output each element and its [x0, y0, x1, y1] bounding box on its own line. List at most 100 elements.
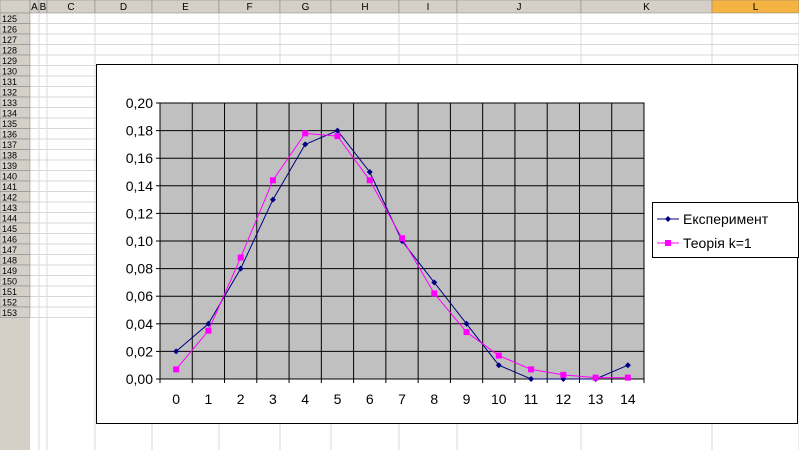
plot-border	[159, 102, 645, 380]
row-header-label: 151	[2, 287, 17, 297]
data-point-theory	[463, 329, 470, 336]
column-header-label: K	[643, 2, 650, 13]
data-point-experiment	[269, 196, 276, 203]
x-tick-label: 2	[237, 391, 245, 407]
x-tick-label: 9	[463, 391, 471, 407]
data-point-theory	[495, 352, 502, 359]
data-point-theory	[624, 374, 631, 381]
y-tick-label: 0,00	[126, 371, 153, 387]
row-header-label: 135	[2, 119, 17, 129]
data-point-experiment	[495, 362, 502, 369]
data-point-theory	[302, 130, 309, 137]
column-header-l[interactable]	[711, 0, 799, 14]
row-header-label: 152	[2, 298, 17, 308]
y-tick-label: 0,12	[126, 205, 153, 221]
data-point-theory	[528, 366, 535, 373]
row-header-label: 146	[2, 235, 17, 245]
y-tick-label: 0,18	[126, 123, 153, 139]
x-tick-label: 3	[269, 391, 277, 407]
row-header-label: 153	[2, 308, 17, 318]
data-point-theory	[269, 177, 276, 184]
data-point-theory	[205, 327, 212, 334]
column-header-label: I	[427, 2, 430, 13]
x-tick-label: 8	[430, 391, 438, 407]
legend-label-theory: Теорія k=1	[683, 235, 752, 251]
row-header-153[interactable]	[0, 306, 31, 318]
legend-item-experiment: Експеримент	[657, 209, 768, 229]
data-point-theory	[334, 133, 341, 140]
y-tick-label: 0,16	[126, 150, 153, 166]
column-header-label: D	[120, 2, 127, 13]
y-tick-label: 0,14	[126, 178, 153, 194]
x-tick-label: 1	[205, 391, 213, 407]
legend-label-experiment: Експеримент	[683, 211, 769, 227]
row-header-label: 132	[2, 88, 17, 98]
row-header-label: 136	[2, 130, 17, 140]
column-header-label: F	[246, 2, 252, 13]
row-header-label: 147	[2, 245, 17, 255]
row-header-label: 128	[2, 46, 17, 56]
line-chart: 0,00 0,02 0,04 0,06 0,08 0,10 0,12 0,14 0,16 0,18…	[126, 95, 645, 407]
row-header-label: 139	[2, 161, 17, 171]
x-tick-label: 13	[588, 391, 604, 407]
x-tick-label: 10	[491, 391, 507, 407]
row-header-label: 131	[2, 77, 17, 87]
y-tick-label: 0,04	[126, 316, 153, 332]
row-header-label: 143	[2, 203, 17, 213]
data-point-theory	[431, 290, 438, 297]
row-header-label: 133	[2, 98, 17, 108]
row-header-label: 138	[2, 151, 17, 161]
row-header-label: 127	[2, 35, 17, 45]
x-tick-label: 5	[334, 391, 342, 407]
x-tick-label: 6	[366, 391, 374, 407]
x-tick-label: 4	[301, 391, 309, 407]
row-header-label: 142	[2, 193, 17, 203]
column-header-label: G	[302, 2, 310, 13]
column-header-label: B	[40, 2, 47, 13]
row-header-label: 150	[2, 277, 17, 287]
y-tick-label: 0,06	[126, 288, 153, 304]
x-tick-label: 7	[398, 391, 406, 407]
row-header-label: 141	[2, 182, 17, 192]
data-point-theory	[173, 366, 180, 373]
data-point-experiment	[302, 141, 309, 148]
column-header-label: L	[753, 2, 759, 13]
row-header-label: 129	[2, 56, 17, 66]
data-point-theory	[237, 254, 244, 261]
data-point-experiment	[624, 362, 631, 369]
x-tick-label: 11	[524, 391, 539, 407]
data-point-experiment	[205, 320, 212, 327]
row-header-label: 126	[2, 25, 17, 35]
row-header-label: 140	[2, 172, 17, 182]
x-tick-label: 14	[620, 391, 636, 407]
data-point-experiment	[237, 265, 244, 272]
row-header-label: 130	[2, 67, 17, 77]
column-header-label: A	[31, 2, 38, 13]
y-tick-label: 0,20	[126, 95, 153, 111]
data-point-theory	[366, 177, 373, 184]
data-point-experiment	[173, 348, 180, 355]
select-all-corner[interactable]	[0, 0, 31, 14]
data-point-experiment	[366, 169, 373, 175]
legend-item-theory: Теорія k=1	[657, 233, 752, 253]
column-header-label: E	[182, 2, 189, 13]
data-point-experiment	[528, 376, 535, 382]
row-header-label: 144	[2, 214, 17, 224]
data-point-experiment	[334, 127, 341, 134]
column-header-label: H	[361, 2, 368, 13]
data-point-theory	[592, 374, 599, 381]
row-header-label: 125	[2, 14, 17, 24]
x-tick-label: 0	[172, 391, 180, 407]
data-point-theory	[560, 371, 567, 378]
legend-marker-theory	[657, 240, 679, 246]
y-tick-label: 0,08	[126, 261, 153, 277]
chart-legend[interactable]: Експеримент Теорія k=1	[652, 202, 799, 258]
row-header-label: 145	[2, 224, 17, 234]
row-header-label: 137	[2, 140, 17, 150]
y-tick-label: 0,10	[126, 233, 153, 249]
y-tick-label: 0,02	[126, 343, 153, 359]
x-tick-label: 12	[556, 391, 572, 407]
data-point-experiment	[463, 320, 470, 327]
column-header-label: J	[517, 2, 522, 13]
legend-marker-experiment	[657, 216, 679, 222]
